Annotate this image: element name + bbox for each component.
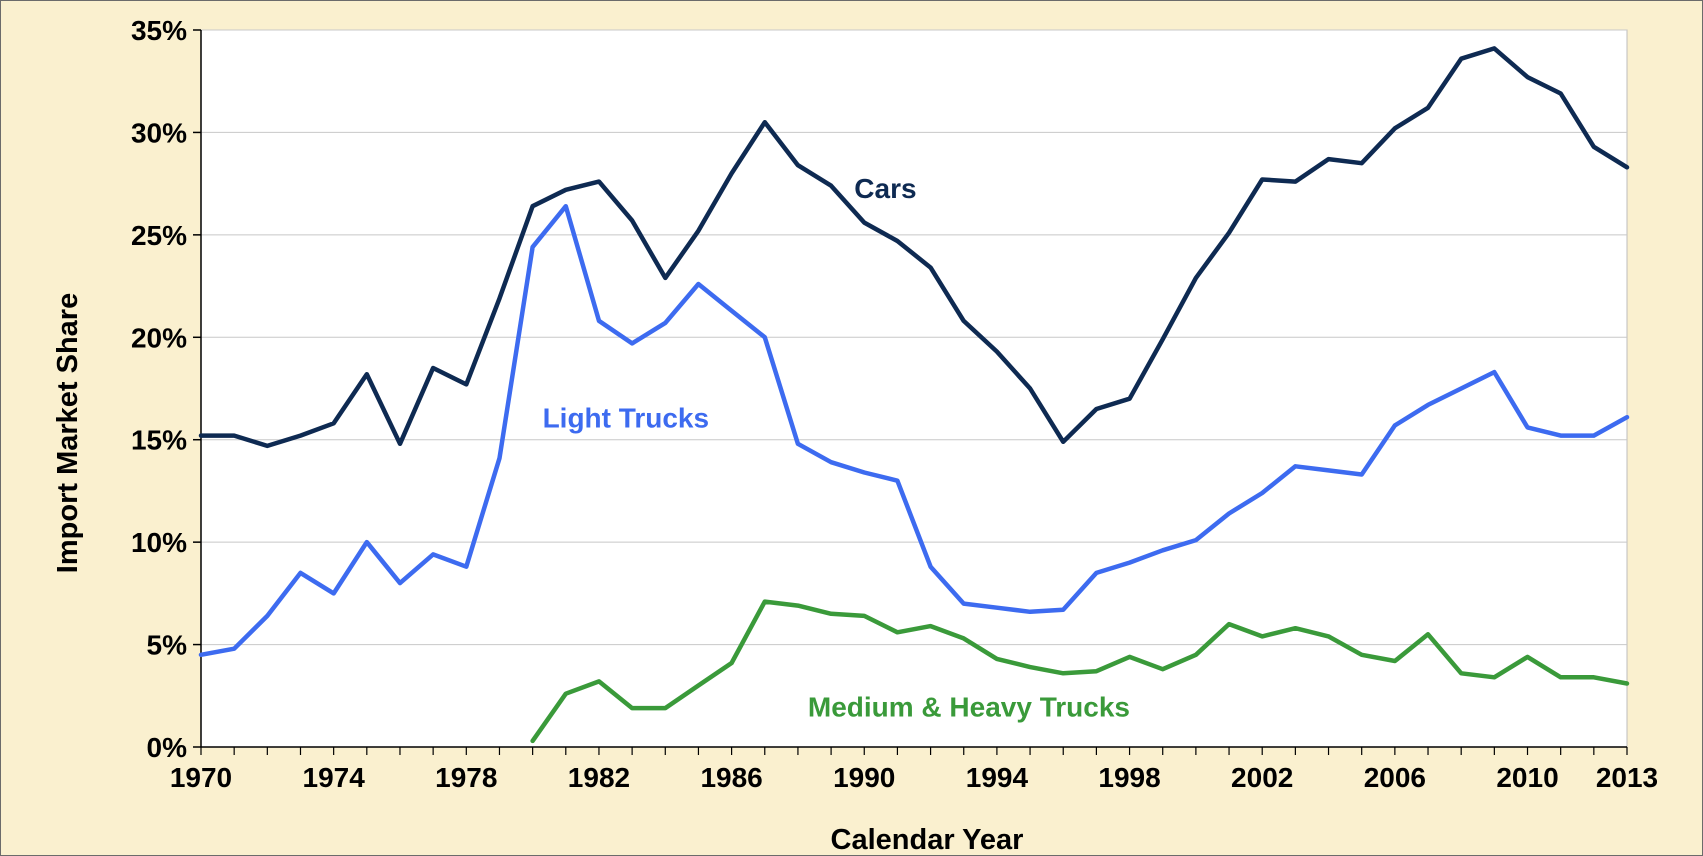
y-axis-title: Import Market Share [52, 293, 84, 573]
y-tick-label: 5% [147, 630, 188, 661]
x-tick-label: 2006 [1364, 762, 1426, 793]
y-tick-label: 30% [131, 117, 187, 148]
x-axis-title: Calendar Year [831, 824, 1024, 855]
y-tick-label: 25% [131, 220, 187, 251]
y-tick-label: 20% [131, 322, 187, 353]
x-tick-label: 1994 [966, 762, 1029, 793]
series-labels: Cars Light Trucks Medium & Heavy Trucks [543, 173, 1130, 722]
x-tick-label: 2013 [1596, 762, 1658, 793]
y-tick-label: 0% [147, 732, 188, 763]
x-tick-label: 1970 [170, 762, 232, 793]
series-line-light-trucks [198, 203, 1630, 658]
y-ticks: 0% 5% 10% 15% 20% 25% 30% 35% [131, 15, 201, 763]
y-tick-label: 15% [131, 425, 187, 456]
series-line-medium-heavy-trucks [530, 599, 1630, 744]
x-tick-label: 1974 [303, 762, 366, 793]
series-label-cars: Cars [854, 173, 916, 204]
series-label-light-trucks: Light Trucks [543, 402, 709, 433]
x-tick-label: 1986 [700, 762, 762, 793]
series-lines [198, 46, 1630, 744]
x-tick-label: 1982 [568, 762, 630, 793]
x-tick-label: 1978 [435, 762, 497, 793]
x-tick-label: 1990 [833, 762, 895, 793]
gridlines [201, 29, 1627, 646]
x-tick-label: 2002 [1231, 762, 1293, 793]
x-tick-label: 1998 [1098, 762, 1160, 793]
series-line-cars [198, 46, 1630, 449]
y-tick-label: 35% [131, 15, 187, 46]
x-tick-label: 2010 [1496, 762, 1558, 793]
x-ticks: 1970 1974 1978 1982 1986 1990 1994 1998 2002 2006… [170, 747, 1658, 793]
series-label-medium-heavy-trucks: Medium & Heavy Trucks [808, 691, 1130, 722]
axes [200, 30, 1627, 748]
plot-area [200, 29, 1628, 748]
y-tick-label: 10% [131, 527, 187, 558]
